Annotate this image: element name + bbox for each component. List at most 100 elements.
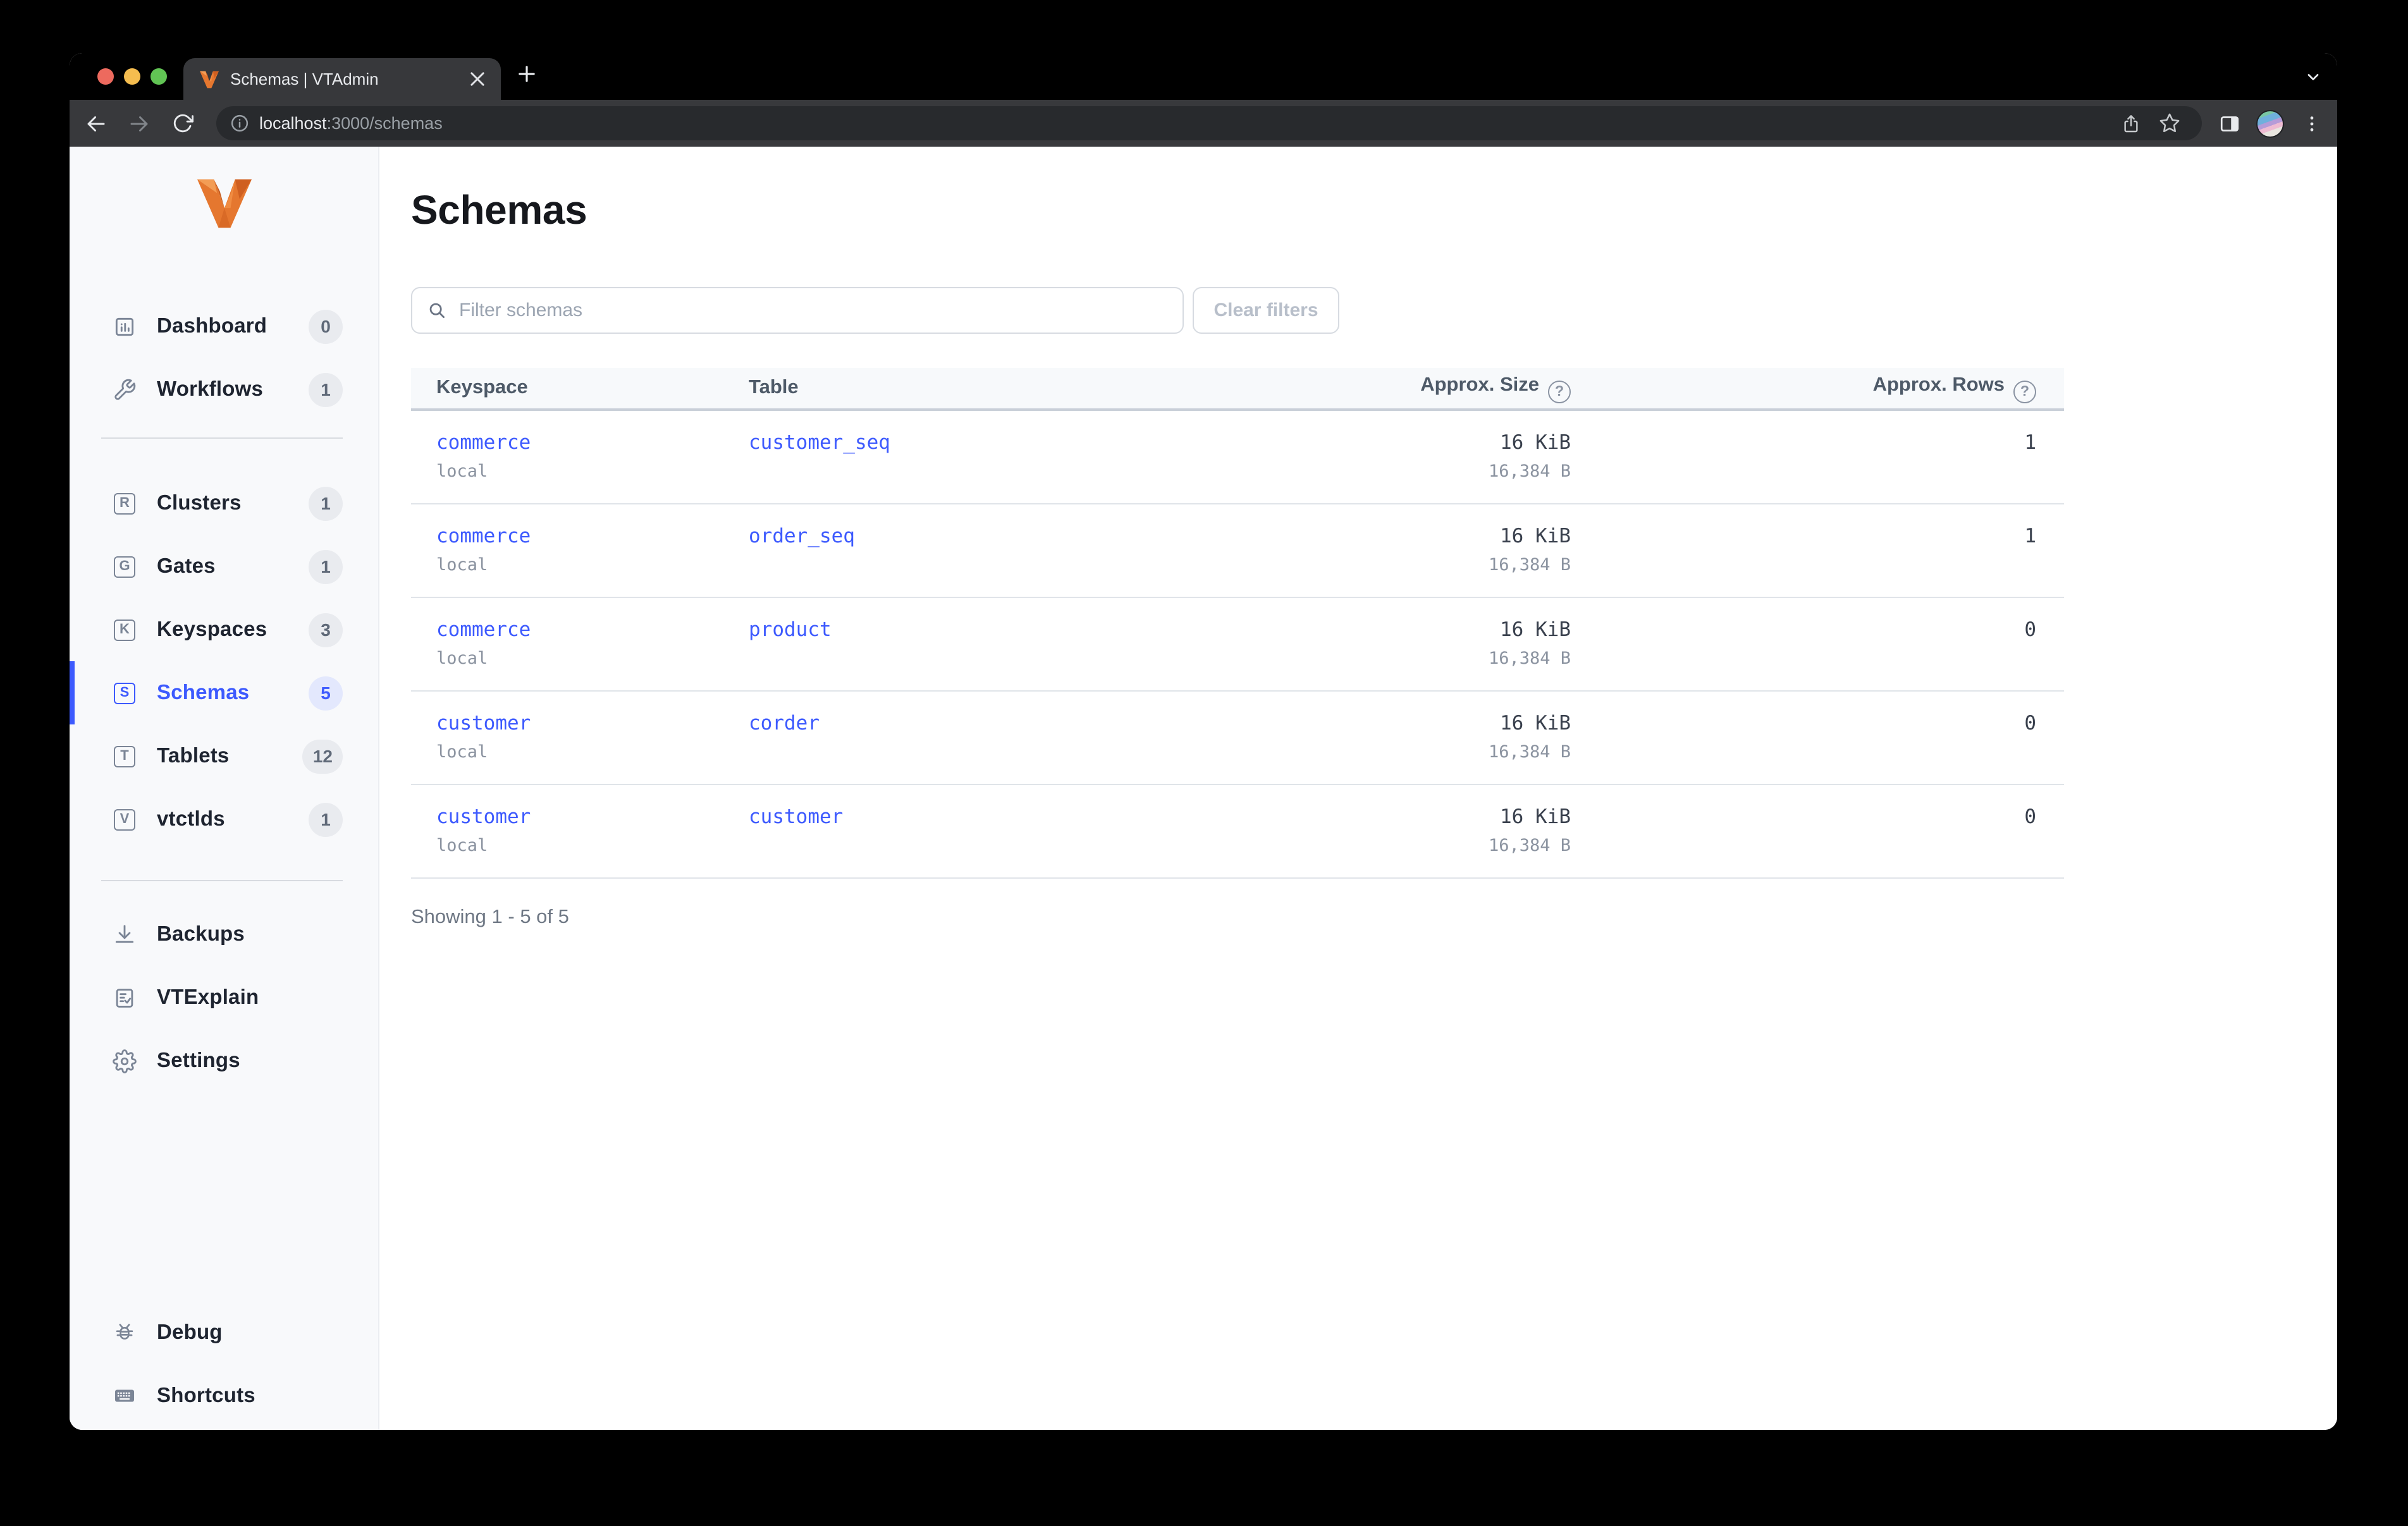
sidebar-item-label: Clusters: [157, 491, 242, 514]
cluster-label: local: [436, 835, 488, 855]
browser-menu-icon[interactable]: [2295, 107, 2328, 140]
table-link[interactable]: product: [749, 618, 832, 640]
sidebar-item-label: Shortcuts: [157, 1384, 255, 1407]
sidebar-item-tablets[interactable]: T Tablets 12: [70, 724, 378, 788]
tab-search-chevron-icon[interactable]: [2304, 68, 2322, 85]
browser-tab-strip: Schemas | VTAdmin: [70, 53, 2337, 100]
sidebar-item-badge: 1: [309, 372, 343, 406]
keyspace-cell: commerce local: [411, 410, 749, 504]
close-window-button[interactable]: [97, 68, 114, 85]
sidebar-item-vtexplain[interactable]: VTExplain: [70, 966, 378, 1029]
reload-icon[interactable]: [166, 107, 199, 140]
table-row: customer local customer 16 KiB 16,384 B …: [411, 784, 2064, 878]
sidebar-item-badge: 5: [309, 676, 343, 710]
browser-window: Schemas | VTAdmin: [70, 53, 2337, 1430]
rows-value: 0: [2024, 711, 2036, 734]
url-host: localhost: [259, 114, 327, 133]
sidebar-item-label: Debug: [157, 1321, 223, 1343]
bug-icon: [113, 1321, 137, 1345]
keyspace-link[interactable]: commerce: [436, 431, 531, 454]
table-name-cell: product: [749, 597, 1280, 691]
rows-value: 0: [2024, 618, 2036, 640]
sidebar-item-vtctlds[interactable]: V vtctlds 1: [70, 788, 378, 851]
table-header-row: Keyspace Table Approx. Size? Approx. Row…: [411, 368, 2064, 411]
share-icon[interactable]: [2116, 108, 2146, 138]
keyspace-link[interactable]: commerce: [436, 618, 531, 640]
sidebar-item-badge: 1: [309, 802, 343, 836]
sidebar-item-debug[interactable]: Debug: [70, 1301, 378, 1364]
cluster-label: local: [436, 648, 488, 668]
sidebar-item-badge: 1: [309, 486, 343, 520]
sidebar-item-clusters[interactable]: R Clusters 1: [70, 472, 378, 535]
keyboard-icon: [113, 1384, 137, 1408]
sidebar-item-schemas[interactable]: S Schemas 5: [70, 661, 378, 724]
site-info-icon[interactable]: [230, 114, 249, 133]
help-icon[interactable]: ?: [1548, 380, 1571, 403]
tab-close-icon[interactable]: [467, 68, 488, 90]
sidebar-item-label: Schemas: [157, 681, 250, 704]
table-link[interactable]: customer: [749, 805, 844, 827]
profile-avatar[interactable]: [2256, 109, 2284, 137]
vitess-logo: [197, 178, 251, 229]
sidebar-item-label: Workflows: [157, 377, 264, 400]
rows-value: 1: [2024, 431, 2036, 454]
sidebar-item-settings[interactable]: Settings: [70, 1029, 378, 1092]
size-value: 16 KiB: [1500, 431, 1571, 454]
table-link[interactable]: order_seq: [749, 524, 855, 547]
sidebar-item-gates[interactable]: G Gates 1: [70, 535, 378, 598]
keyspace-link[interactable]: customer: [436, 805, 531, 827]
size-value: 16 KiB: [1500, 711, 1571, 734]
keyspace-cell: customer local: [411, 690, 749, 784]
browser-toolbar: localhost:3000/schemas: [70, 100, 2337, 147]
sidebar-divider: [101, 437, 343, 439]
side-panel-icon[interactable]: [2213, 107, 2246, 140]
sidebar: Dashboard 0 Workflows 1 R Clusters 1: [70, 147, 379, 1430]
rows-value: 1: [2024, 524, 2036, 547]
keyspace-link[interactable]: customer: [436, 711, 531, 734]
forward-icon[interactable]: [123, 107, 156, 140]
browser-tab[interactable]: Schemas | VTAdmin: [183, 58, 501, 100]
sidebar-item-backups[interactable]: Backups: [70, 903, 378, 966]
table-link[interactable]: customer_seq: [749, 431, 890, 454]
sidebar-item-keyspaces[interactable]: K Keyspaces 3: [70, 598, 378, 661]
size-bytes: 16,384 B: [1488, 461, 1571, 482]
zoom-window-button[interactable]: [150, 68, 167, 85]
help-icon[interactable]: ?: [2013, 380, 2036, 403]
table-link[interactable]: corder: [749, 711, 820, 734]
sidebar-divider: [101, 880, 343, 881]
sidebar-item-label: Settings: [157, 1049, 240, 1071]
main-content: Schemas Clear filters Keyspace: [379, 147, 2337, 1430]
sidebar-item-workflows[interactable]: Workflows 1: [70, 358, 378, 421]
minimize-window-button[interactable]: [124, 68, 140, 85]
url-bar[interactable]: localhost:3000/schemas: [216, 106, 2202, 140]
keyspaces-letter-icon: K: [113, 618, 137, 642]
schemas-table: Keyspace Table Approx. Size? Approx. Row…: [411, 368, 2064, 878]
back-icon[interactable]: [80, 107, 113, 140]
clear-filters-button[interactable]: Clear filters: [1193, 287, 1339, 334]
tab-title: Schemas | VTAdmin: [230, 70, 379, 89]
url-text: localhost:3000/schemas: [259, 114, 443, 133]
size-value: 16 KiB: [1500, 524, 1571, 547]
column-header-table: Table: [749, 368, 1280, 411]
vitess-favicon: [200, 70, 219, 88]
gates-letter-icon: G: [113, 554, 137, 578]
filter-input[interactable]: [457, 298, 1167, 322]
sidebar-item-shortcuts[interactable]: Shortcuts: [70, 1364, 378, 1427]
vtadmin-app: Dashboard 0 Workflows 1 R Clusters 1: [70, 147, 2337, 1430]
keyspace-cell: commerce local: [411, 597, 749, 691]
filter-row: Clear filters: [411, 287, 2337, 334]
new-tab-button[interactable]: [511, 58, 543, 90]
size-value: 16 KiB: [1500, 805, 1571, 827]
clusters-letter-icon: R: [113, 491, 137, 515]
tablets-letter-icon: T: [113, 744, 137, 768]
keyspace-link[interactable]: commerce: [436, 524, 531, 547]
approx-rows-cell: 0: [1571, 597, 2064, 691]
table-row: commerce local customer_seq 16 KiB 16,38…: [411, 410, 2064, 504]
size-bytes: 16,384 B: [1488, 835, 1571, 855]
column-header-approx-size: Approx. Size?: [1280, 368, 1571, 411]
sidebar-item-dashboard[interactable]: Dashboard 0: [70, 295, 378, 358]
bookmark-star-icon[interactable]: [2154, 108, 2184, 138]
table-name-cell: order_seq: [749, 503, 1280, 597]
keyspace-cell: commerce local: [411, 503, 749, 597]
schema-table-body: commerce local customer_seq 16 KiB 16,38…: [411, 410, 2064, 878]
